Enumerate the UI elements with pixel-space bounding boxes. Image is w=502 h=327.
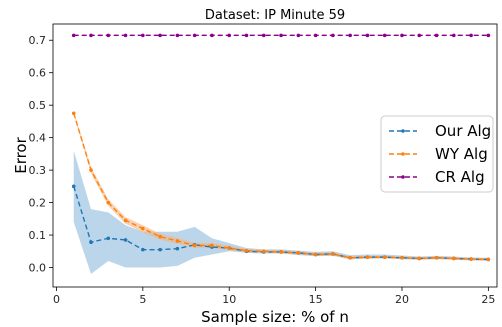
data-point-cr-alg [486, 33, 491, 38]
y-tick-label: 0.6 [29, 67, 47, 80]
data-point-our-alg [106, 236, 111, 241]
data-point-our-alg [123, 238, 128, 242]
y-tick-label: 0.7 [29, 34, 47, 47]
data-point-wy-alg [244, 248, 249, 253]
data-point-wy-alg [123, 218, 128, 223]
data-point-cr-alg [210, 33, 214, 38]
data-point-cr-alg [106, 33, 111, 38]
data-point-cr-alg [227, 33, 232, 38]
legend-marker-wy-alg [401, 152, 405, 156]
data-point-cr-alg [313, 33, 318, 38]
data-point-our-alg [89, 240, 93, 244]
data-point-cr-alg [452, 33, 456, 38]
plot-frame [52, 23, 498, 288]
y-tick-label: 0.0 [29, 262, 47, 275]
data-point-cr-alg [331, 33, 335, 38]
legend-box [380, 115, 494, 193]
data-point-cr-alg [400, 33, 404, 38]
data-point-our-alg [158, 247, 162, 252]
data-point-wy-alg [227, 246, 232, 250]
data-point-cr-alg [365, 33, 370, 38]
y-tick-label: 0.1 [29, 229, 47, 242]
x-tick-label: 10 [222, 293, 236, 306]
data-point-wy-alg [400, 255, 404, 260]
y-axis-label: Error [12, 136, 30, 173]
data-point-wy-alg [365, 255, 370, 259]
data-point-cr-alg [158, 33, 162, 38]
legend: Our Alg WY Alg CR Alg [380, 115, 494, 193]
data-point-wy-alg [158, 234, 162, 239]
y-tick-label: 0.2 [29, 197, 47, 210]
data-point-cr-alg [296, 33, 301, 38]
data-point-cr-alg [261, 33, 266, 38]
data-point-wy-alg [452, 256, 456, 261]
data-point-wy-alg [71, 111, 76, 116]
data-point-wy-alg [331, 252, 335, 256]
data-point-wy-alg [486, 257, 491, 262]
legend-label-wy-alg: WY Alg [435, 145, 488, 163]
data-point-cr-alg [71, 33, 76, 38]
data-point-wy-alg [313, 252, 318, 257]
confidence-bands [73, 111, 489, 275]
data-point-wy-alg [382, 255, 387, 259]
data-point-cr-alg [382, 33, 387, 38]
x-tick-label: 15 [309, 293, 323, 306]
data-point-cr-alg [469, 33, 473, 38]
data-point-wy-alg [192, 243, 197, 248]
data-point-wy-alg [348, 255, 352, 260]
y-axis-ticks: 0.0 0.1 0.2 0.3 0.4 0.5 0.6 0.7 [29, 34, 53, 275]
data-point-cr-alg [123, 33, 128, 38]
y-tick-label: 0.3 [29, 164, 47, 177]
data-point-wy-alg [175, 239, 180, 243]
data-point-cr-alg [175, 33, 180, 38]
data-point-wy-alg [261, 249, 266, 254]
data-point-cr-alg [141, 33, 145, 38]
legend-label-our-alg: Our Alg [435, 122, 491, 140]
y-tick-label: 0.4 [29, 132, 47, 145]
x-tick-label: 0 [53, 293, 60, 306]
data-point-cr-alg [434, 33, 439, 38]
data-point-wy-alg [141, 226, 145, 231]
x-axis-ticks: 0 5 10 15 20 25 [53, 287, 495, 306]
data-point-wy-alg [469, 257, 473, 261]
data-point-wy-alg [89, 168, 93, 172]
data-point-cr-alg [244, 33, 249, 38]
data-point-cr-alg [279, 33, 283, 38]
x-tick-label: 20 [395, 293, 409, 306]
data-point-wy-alg [279, 250, 283, 254]
data-point-our-alg [141, 247, 145, 252]
data-point-wy-alg [417, 256, 422, 261]
data-point-wy-alg [296, 251, 301, 255]
legend-label-cr-alg: CR Alg [435, 168, 485, 186]
data-point-our-alg [175, 246, 180, 251]
data-point-wy-alg [106, 200, 111, 205]
series-markers [71, 33, 491, 262]
legend-marker-our-alg [401, 129, 405, 133]
data-point-wy-alg [434, 255, 439, 260]
x-axis-label: Sample size: % of n [201, 308, 349, 326]
data-point-cr-alg [89, 33, 93, 38]
x-tick-label: 25 [481, 293, 495, 306]
y-tick-label: 0.5 [29, 99, 47, 112]
x-tick-label: 5 [139, 293, 146, 306]
data-point-wy-alg [210, 243, 214, 248]
data-point-cr-alg [417, 33, 422, 38]
data-point-our-alg [71, 184, 76, 189]
data-point-cr-alg [348, 33, 352, 38]
legend-marker-cr-alg [401, 175, 405, 179]
chart-title: Dataset: IP Minute 59 [205, 8, 345, 23]
data-point-cr-alg [192, 33, 197, 38]
